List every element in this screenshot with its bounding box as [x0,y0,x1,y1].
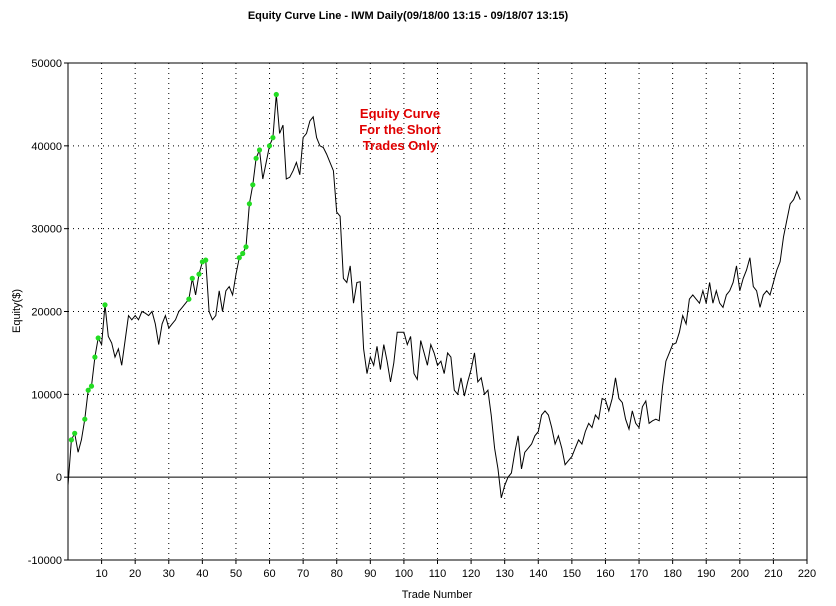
new-high-marker [196,271,202,277]
new-high-marker [186,296,192,302]
new-high-marker [250,182,256,188]
annotation-line-2: For the Short [359,122,441,137]
new-high-marker [102,302,108,308]
new-high-marker [253,155,259,161]
y-tick-label: 30000 [31,224,62,236]
equity-series-line [67,94,801,499]
x-tick-label: 50 [230,568,242,580]
new-high-marker [240,250,246,257]
x-tick-label: 130 [496,568,514,580]
grid-lines [68,63,807,560]
new-high-marker [243,244,249,250]
chart-title: Equity Curve Line - IWM Daily(09/18/00 1… [248,10,569,22]
x-tick-label: 210 [764,568,782,580]
x-tick-label: 110 [429,568,447,580]
x-tick-label: 160 [596,568,614,580]
x-tick-label: 20 [129,568,141,580]
new-high-marker [88,383,95,389]
new-high-marker [246,201,252,207]
x-tick-label: 220 [798,568,816,580]
new-high-marker [189,275,195,281]
x-tick-label: 30 [163,568,175,580]
x-tick-label: 60 [263,568,275,580]
x-tick-label: 40 [196,568,208,580]
x-axis-label: Trade Number [402,589,473,601]
y-tick-label: -10000 [28,555,62,567]
new-high-marker [92,354,98,360]
y-tick-label: 0 [56,472,62,484]
y-axis-ticks: -10000 0 10000 20000 30000 40000 50000 [28,58,68,567]
x-axis-ticks: 10 20 30 40 50 60 70 80 90 100 110 120 130 140 150 160 1… [95,560,816,580]
x-tick-label: 70 [297,568,309,580]
y-tick-label: 50000 [31,58,62,70]
new-high-marker [203,257,209,263]
new-high-marker [82,416,88,422]
new-high-marker [270,135,276,141]
x-tick-label: 80 [331,568,343,580]
new-high-marker [256,147,263,153]
x-tick-label: 100 [395,568,413,580]
annotation-line-3: Trades Only [363,138,438,153]
y-tick-label: 40000 [31,141,62,153]
new-high-marker [72,430,78,436]
x-tick-label: 90 [364,568,376,580]
annotation-line-1: Equity Curve [360,106,440,121]
new-high-marker [85,387,91,393]
y-tick-label: 20000 [31,307,62,319]
new-high-markers [68,91,279,443]
new-high-marker [68,437,74,443]
x-tick-label: 150 [563,568,581,580]
y-axis-label: Equity($) [11,289,23,333]
y-tick-label: 10000 [31,389,62,401]
x-tick-label: 170 [630,568,648,580]
x-tick-label: 10 [95,568,107,580]
x-tick-label: 120 [462,568,480,580]
x-tick-label: 200 [731,568,749,580]
x-tick-label: 180 [663,568,681,580]
x-tick-label: 140 [529,568,547,580]
new-high-marker [236,255,242,261]
new-high-marker [273,91,279,98]
x-tick-label: 190 [697,568,715,580]
new-high-marker [266,143,273,149]
new-high-marker [95,335,101,341]
